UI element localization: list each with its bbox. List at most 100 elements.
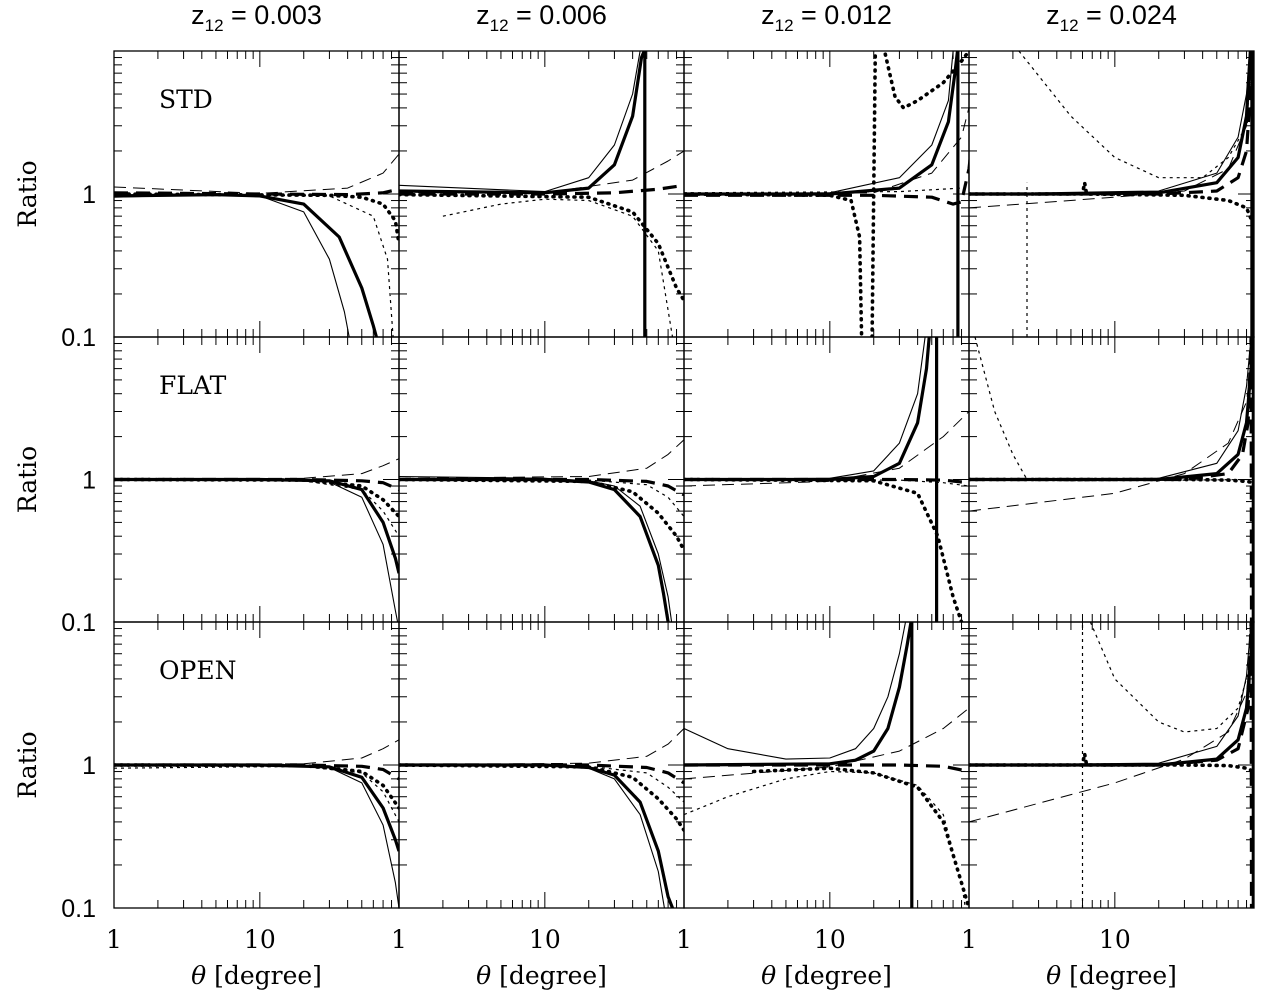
series-line bbox=[114, 477, 399, 574]
series-line bbox=[399, 763, 674, 908]
series-line bbox=[969, 751, 1254, 774]
row-label: STD bbox=[159, 85, 213, 114]
panel-curves bbox=[114, 458, 399, 622]
series-line bbox=[969, 635, 1254, 823]
panel-curves bbox=[684, 622, 969, 908]
series-line bbox=[969, 477, 1254, 485]
series-line bbox=[114, 153, 399, 194]
x-tick-label: 1 bbox=[106, 925, 122, 954]
column-titles: z12 = 0.003 z12 = 0.006 z12 = 0.012 z12 = 0… bbox=[191, 0, 1177, 35]
panel bbox=[398, 50, 685, 338]
panel-curves bbox=[114, 153, 399, 337]
series-line bbox=[399, 764, 684, 803]
column-title: z12 = 0.006 bbox=[476, 0, 607, 35]
series-line bbox=[974, 337, 1254, 482]
x-axis-label: θ [degree] bbox=[476, 961, 607, 990]
x-tick-label: 10 bbox=[529, 925, 561, 954]
series-line bbox=[684, 187, 962, 194]
series-line bbox=[114, 763, 399, 852]
x-axis-label: θ [degree] bbox=[1046, 961, 1177, 990]
panel: FLAT bbox=[113, 336, 400, 623]
series-line bbox=[114, 477, 399, 519]
series-line bbox=[684, 622, 907, 760]
panel bbox=[398, 621, 685, 909]
panel-curves bbox=[684, 51, 969, 337]
panel: STD bbox=[113, 50, 400, 338]
panel bbox=[398, 336, 685, 623]
column-title: z12 = 0.012 bbox=[761, 0, 892, 35]
series-line bbox=[442, 198, 674, 337]
series-line bbox=[684, 337, 926, 481]
series-line bbox=[114, 478, 399, 622]
series-line bbox=[114, 763, 399, 810]
y-axis-label: Ratio bbox=[13, 446, 42, 513]
panel-grid: STD FLAT OPEN bbox=[113, 50, 1255, 909]
y-axis-label: Ratio bbox=[13, 160, 42, 227]
panel bbox=[968, 50, 1255, 338]
row-label: FLAT bbox=[159, 371, 227, 400]
panel-curves bbox=[399, 439, 684, 622]
series-line bbox=[114, 458, 399, 480]
series-line bbox=[399, 475, 673, 622]
panel bbox=[968, 336, 1255, 623]
series-line bbox=[684, 192, 864, 337]
series-line bbox=[684, 337, 931, 482]
series-line bbox=[883, 51, 969, 110]
y-tick-label: 1 bbox=[82, 467, 96, 495]
series-line bbox=[114, 739, 399, 766]
series-line bbox=[114, 478, 399, 537]
series-line bbox=[870, 51, 878, 337]
series-line bbox=[684, 411, 969, 487]
series-line bbox=[399, 150, 684, 194]
x-tick-label: 1 bbox=[961, 925, 977, 954]
series-line bbox=[399, 763, 684, 785]
series-line bbox=[114, 477, 399, 492]
x-axis-labels: θ [degree] θ [degree] θ [degree] θ [degree]… bbox=[106, 925, 1177, 990]
series-line bbox=[684, 477, 964, 622]
series-line bbox=[399, 51, 647, 337]
series-line bbox=[399, 763, 684, 832]
series-line bbox=[969, 51, 1251, 195]
series-line bbox=[399, 192, 684, 303]
panel-ticks bbox=[683, 51, 970, 338]
panel-curves bbox=[969, 622, 1254, 908]
panel-curves bbox=[114, 739, 399, 908]
y-tick-label: 0.1 bbox=[61, 609, 96, 637]
series-line bbox=[684, 478, 969, 487]
series-line bbox=[684, 707, 969, 780]
x-tick-label: 10 bbox=[814, 925, 846, 954]
series-line bbox=[1018, 51, 1254, 179]
x-tick-label: 1 bbox=[676, 925, 692, 954]
series-line bbox=[684, 763, 969, 774]
y-axis-labels: Ratio Ratio Ratio 1 0.1 1 0.1 1 0.1 bbox=[13, 160, 96, 923]
panel bbox=[683, 336, 970, 623]
x-tick-label: 10 bbox=[244, 925, 276, 954]
series-line bbox=[684, 51, 954, 195]
series-line bbox=[399, 478, 684, 517]
series-line bbox=[399, 728, 684, 766]
series-line bbox=[684, 477, 969, 485]
series-line bbox=[684, 105, 969, 195]
panel bbox=[968, 621, 1255, 909]
series-line bbox=[969, 180, 1254, 228]
series-line bbox=[399, 477, 684, 552]
panel-curves bbox=[684, 337, 969, 622]
y-tick-label: 1 bbox=[82, 752, 96, 780]
y-tick-label: 1 bbox=[82, 181, 96, 209]
series-line bbox=[969, 350, 1254, 512]
x-tick-label: 10 bbox=[1099, 925, 1131, 954]
series-line bbox=[399, 477, 670, 622]
series-line bbox=[1089, 622, 1254, 733]
series-line bbox=[114, 764, 399, 908]
series-line bbox=[399, 439, 684, 479]
panel-curves bbox=[969, 337, 1254, 622]
panel-frame bbox=[968, 621, 1255, 909]
series-line bbox=[684, 622, 914, 908]
series-line bbox=[399, 477, 684, 497]
series-line bbox=[114, 763, 399, 781]
panel-curves bbox=[969, 51, 1254, 337]
series-line bbox=[114, 193, 378, 337]
series-line bbox=[969, 51, 1254, 337]
y-axis-label: Ratio bbox=[13, 731, 42, 798]
